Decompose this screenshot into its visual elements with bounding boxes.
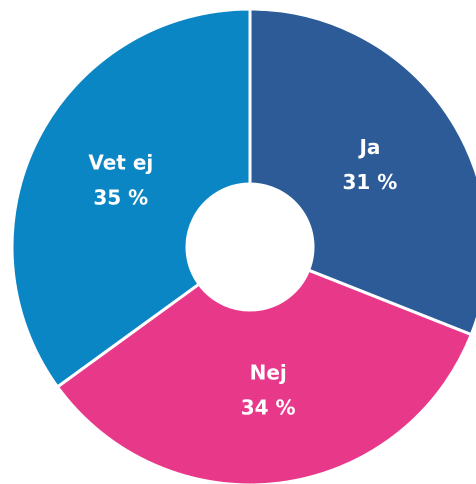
slice-label: Vet ej <box>88 151 153 175</box>
value-label: 31 % <box>343 170 398 194</box>
value-label: 34 % <box>241 395 296 419</box>
slice <box>248 7 476 337</box>
slice-label: Nej <box>250 360 287 384</box>
slice-label: Ja <box>357 135 380 159</box>
value-label: 35 % <box>93 186 148 210</box>
slice <box>55 268 474 484</box>
slice <box>10 7 252 389</box>
